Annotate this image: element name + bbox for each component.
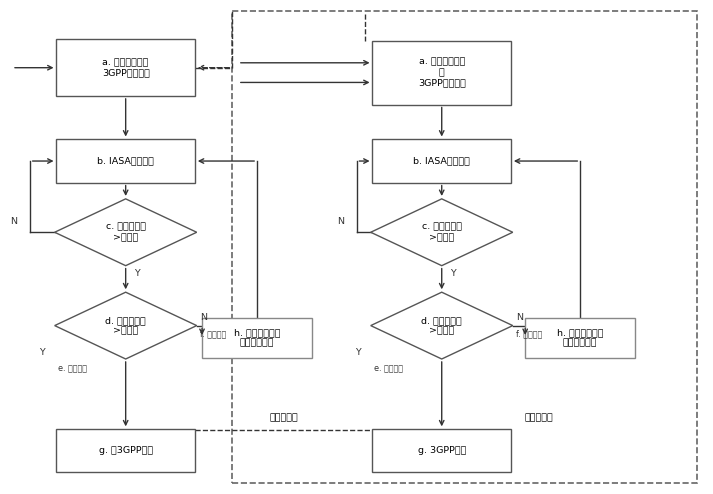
Text: Y: Y <box>450 269 456 279</box>
Bar <box>56 139 195 183</box>
Text: h. 当前网络中其
它合适的网关: h. 当前网络中其 它合适的网关 <box>557 328 603 348</box>
Text: e. 垂直切换: e. 垂直切换 <box>374 364 404 373</box>
Text: 通知新用户: 通知新用户 <box>525 413 554 422</box>
Text: g. 3GPP网络: g. 3GPP网络 <box>418 447 466 455</box>
Text: N: N <box>200 313 207 322</box>
Bar <box>525 318 635 358</box>
Text: a. 用户设备连接
3GPP接入网络: a. 用户设备连接 3GPP接入网络 <box>102 58 150 78</box>
Text: a. 用户设备连接
非
3GPP接入网络: a. 用户设备连接 非 3GPP接入网络 <box>418 58 466 87</box>
Text: f. 水平切换: f. 水平切换 <box>516 329 543 338</box>
Text: N: N <box>10 217 17 226</box>
Text: d. 网络负载率
>门限值: d. 网络负载率 >门限值 <box>106 316 146 335</box>
Text: f. 水平切换: f. 水平切换 <box>200 329 227 338</box>
Text: b. IASA实时监测: b. IASA实时监测 <box>97 157 154 165</box>
Bar <box>372 429 511 472</box>
Text: Y: Y <box>134 269 140 279</box>
Polygon shape <box>371 292 513 359</box>
Polygon shape <box>371 199 513 266</box>
Text: h. 当前网络中其
它合适的网关: h. 当前网络中其 它合适的网关 <box>234 328 280 348</box>
Polygon shape <box>55 292 197 359</box>
Bar <box>372 41 511 105</box>
Bar <box>372 139 511 183</box>
Text: N: N <box>337 217 344 226</box>
Text: c. 网关负载率
>门限值: c. 网关负载率 >门限值 <box>421 223 462 242</box>
Text: Y: Y <box>39 348 45 357</box>
Text: d. 网络负载率
>门限值: d. 网络负载率 >门限值 <box>421 316 462 335</box>
Text: g. 非3GPP网络: g. 非3GPP网络 <box>98 447 153 455</box>
Bar <box>56 429 195 472</box>
Text: b. IASA实时监测: b. IASA实时监测 <box>414 157 470 165</box>
Text: Y: Y <box>355 348 361 357</box>
Bar <box>232 11 697 483</box>
Text: c. 网关负载率
>门限值: c. 网关负载率 >门限值 <box>106 223 145 242</box>
Bar <box>202 318 312 358</box>
Bar <box>56 40 195 96</box>
Text: e. 垂直切换: e. 垂直切换 <box>58 364 87 373</box>
Text: N: N <box>516 313 523 322</box>
Text: 通知新用户: 通知新用户 <box>270 413 298 422</box>
Polygon shape <box>55 199 197 266</box>
